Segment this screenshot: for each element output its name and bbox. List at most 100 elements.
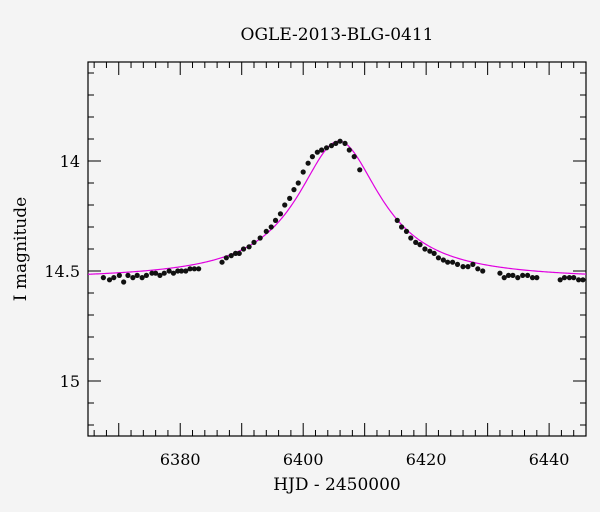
data-point [149,270,155,276]
data-point [161,270,167,276]
x-axis-label: HJD - 2450000 [273,475,401,495]
data-point [520,272,526,278]
model-curve [88,140,586,275]
x-tick-label: 6420 [406,450,447,469]
data-point [319,147,325,153]
y-tick-label: 14 [60,152,80,171]
data-point [497,270,503,276]
x-tick-label: 6400 [283,450,324,469]
data-point [143,272,150,278]
data-point [561,275,568,281]
data-point [251,239,257,245]
data-point [529,275,536,281]
data-point [219,259,225,265]
data-point [571,275,577,281]
data-point [295,180,301,186]
chart-title: OGLE-2013-BLG-0411 [241,25,434,45]
data-point [515,275,521,281]
data-point [175,268,181,274]
data-point [287,195,293,201]
data-point [413,239,419,245]
data-point [282,202,288,208]
plot-frame [87,61,587,437]
data-point [246,244,252,250]
data-point [454,261,461,267]
data-point [333,140,339,146]
data-point [121,279,127,285]
data-point [557,277,563,283]
data-point [445,259,451,265]
y-axis-label: I magnitude [11,197,31,301]
data-point [470,261,476,267]
data-point [431,250,437,256]
data-point [257,235,263,241]
x-tick-label: 6380 [160,450,201,469]
data-points [100,138,586,285]
data-point [232,250,239,256]
data-point [196,266,202,272]
tick-labels: 6380 6400 6420 6440 14 14.5 15 [44,152,569,469]
data-point [178,268,185,274]
data-point [460,264,466,270]
data-point [465,264,471,270]
data-point [440,257,446,263]
data-point [130,275,136,281]
data-point [183,268,189,274]
data-point [351,154,357,160]
data-point [111,275,117,281]
data-point [408,235,414,241]
data-point [510,272,516,278]
data-point [309,154,316,160]
data-point [100,275,106,281]
data-point [223,255,229,261]
data-point [323,145,330,151]
data-point [228,253,234,259]
data-point [291,187,297,193]
data-point [116,272,122,278]
data-point [277,211,284,217]
data-point [566,275,573,281]
y-tick-label: 14.5 [44,262,80,281]
data-point [501,275,507,281]
data-point [187,266,193,272]
plot-area [87,61,587,437]
data-point [106,277,113,283]
model-layer [88,140,586,275]
data-point [480,268,486,274]
data-point [394,217,400,223]
y-tick-label: 15 [60,372,80,391]
data-point [263,228,269,234]
data-point [403,228,410,234]
data-point [300,169,306,175]
data-point [272,217,279,223]
data-point [534,275,540,281]
data-point [398,224,405,230]
data-point [268,224,274,230]
data-point [475,266,481,272]
data-point [435,255,442,261]
data-point [153,270,159,276]
x-tick-label: 6440 [529,450,570,469]
data-point [328,143,335,149]
data-point [342,140,348,146]
data-point [166,268,172,274]
data-point [305,160,311,166]
data-point [337,138,343,144]
data-point [417,242,423,248]
data-point [139,275,145,281]
data-point [357,167,363,173]
data-point [314,149,320,155]
data-point [576,277,582,283]
data-point [346,147,352,153]
data-point [157,272,163,278]
data-point [580,277,586,283]
data-point [236,250,242,256]
data-point [240,246,247,252]
data-point [524,272,531,278]
data-point [125,272,131,278]
data-point [427,248,433,254]
data-point [191,266,197,272]
data-point [449,259,456,265]
axis-ticks [88,62,587,436]
